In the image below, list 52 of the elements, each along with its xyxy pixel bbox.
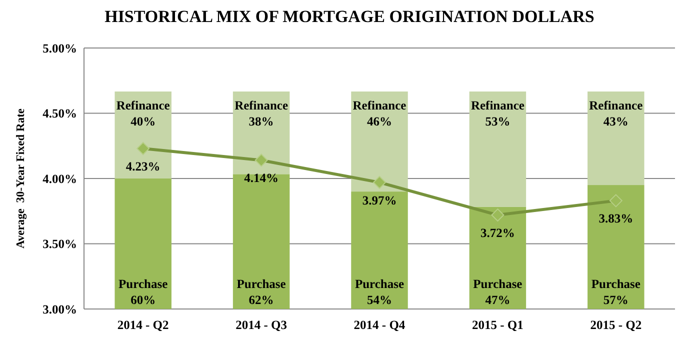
x-tick-label: 2015 - Q1 [472,318,524,332]
data-label: 3.97% [362,193,397,208]
bar [588,92,644,186]
data-label: 62% [248,293,274,307]
bar [469,92,526,207]
data-label: 38% [248,114,274,128]
data-label: 43% [603,114,628,128]
text: Purchase [118,277,168,291]
y-tick-label: 3.50% [42,237,77,252]
bar [114,92,172,178]
data-label: 4.14% [244,171,278,186]
data-label: 4.23% [126,159,160,174]
text: Purchase [236,277,286,291]
data-label: 3.83% [598,212,634,226]
text: Purchase [473,277,522,291]
bar [588,185,644,309]
text: Refinance [589,98,643,112]
y-tick-label: 4.00% [42,172,77,186]
point [491,208,504,222]
text: Refinance [352,98,406,112]
bar [351,92,408,192]
bar [351,192,408,309]
series-label: Refinance [116,98,170,112]
bar [232,174,290,309]
data-label: 3.72% [480,226,515,240]
series-label: Purchase [591,277,641,291]
point [254,154,268,167]
bar [469,206,526,309]
x-tick-label: 2014 - Q4 [354,318,406,332]
point [373,176,386,189]
data-label: 57% [603,293,628,307]
y-tick-label: 4.50% [42,106,77,121]
data-label: 46% [367,114,392,128]
x-tick-label: 2014 - Q3 [236,318,287,332]
text: Purchase [354,277,404,291]
data-label: 60% [130,293,156,307]
x-tick-label: 2015 - Q2 [590,318,642,332]
text: Refinance [470,98,524,112]
data-label: 54% [367,293,392,307]
text: Refinance [234,98,288,112]
x-tick-label: 2014 - Q2 [117,318,169,332]
y-axis-title: Average 30-Year Fixed Rate [15,108,27,249]
bar [114,178,172,309]
point [136,142,150,155]
data-label: 47% [485,293,510,307]
chart-title: HISTORICAL MIX OF MORTGAGE ORIGINATION DOLLARS [104,7,594,26]
bar [232,92,290,174]
y-tick-label: 3.00% [42,302,77,316]
data-label: 40% [130,114,156,128]
data-label: 53% [485,114,510,128]
y-tick-label: 5.00% [42,41,77,56]
point [609,194,622,208]
